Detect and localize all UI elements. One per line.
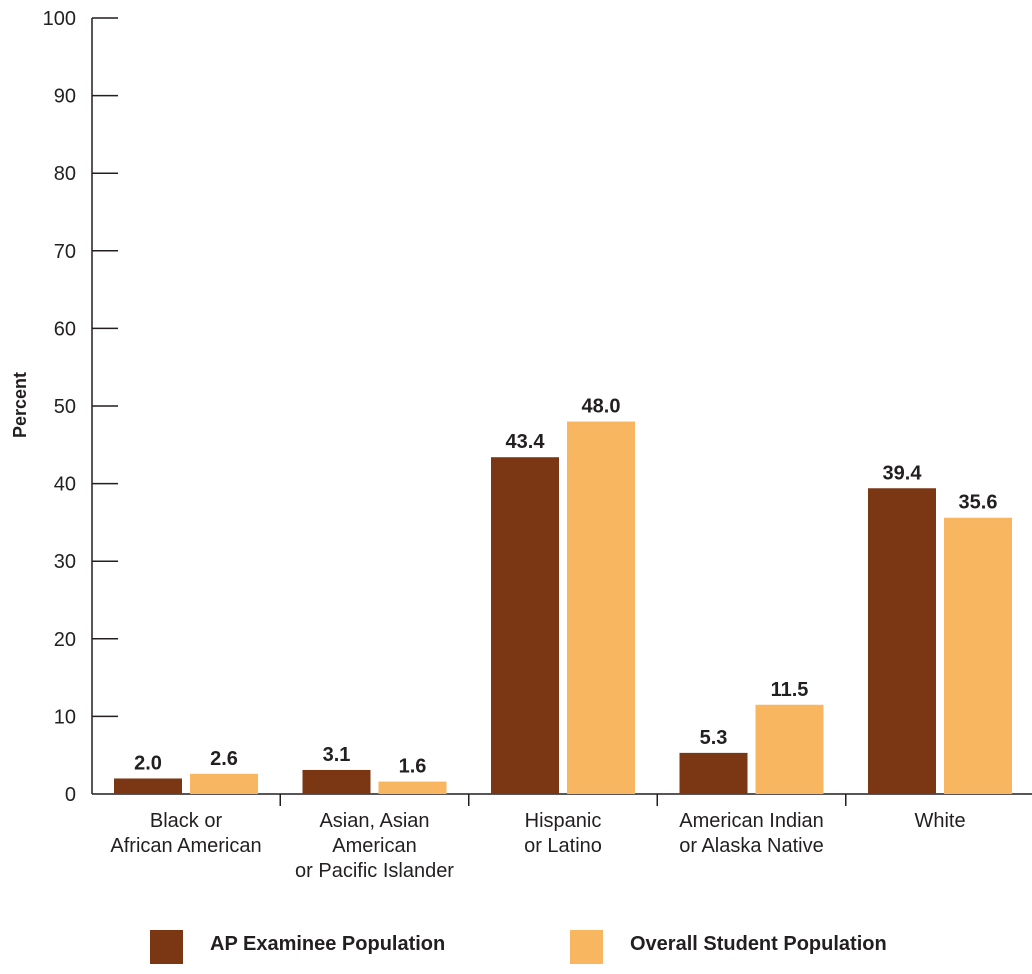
bar xyxy=(679,752,748,794)
category-label: African American xyxy=(110,835,261,857)
y-tick-label: 90 xyxy=(54,86,76,108)
value-labels: 2.0 2.6 3.1 1.6 43.4 48.0 5.3 11.5 39.4 35.6 xyxy=(134,396,997,778)
bar xyxy=(567,421,635,794)
bar xyxy=(491,457,559,794)
y-tick-label: 60 xyxy=(54,318,76,340)
y-tick-label: 80 xyxy=(54,163,76,185)
category-label: or Latino xyxy=(524,835,602,857)
bar-value-label: 35.6 xyxy=(959,492,998,514)
bar xyxy=(378,781,447,794)
bar-value-label: 3.1 xyxy=(323,744,351,766)
legend-label: AP Examinee Population xyxy=(210,933,445,955)
bar-value-label: 1.6 xyxy=(399,756,427,778)
bar xyxy=(868,488,936,794)
legend-swatch xyxy=(570,930,603,964)
category-label: American xyxy=(332,835,416,857)
bar xyxy=(190,773,258,794)
category-ticks xyxy=(279,794,847,806)
bar-value-label: 11.5 xyxy=(771,679,809,701)
y-axis-ticks: 0 10 20 30 40 50 60 70 80 90 100 xyxy=(43,8,118,806)
bar xyxy=(944,517,1012,794)
category-label: or Alaska Native xyxy=(679,835,824,857)
y-axis-label: Percent xyxy=(10,372,30,438)
legend: AP Examinee Population Overall Student Po… xyxy=(150,930,887,964)
bar-value-label: 5.3 xyxy=(700,727,728,749)
bar xyxy=(302,769,371,794)
bar xyxy=(755,704,824,794)
y-tick-label: 10 xyxy=(54,706,76,728)
bar xyxy=(114,778,182,794)
y-tick-label: 70 xyxy=(54,241,76,263)
category-labels: Black or African American Asian, Asian Amer… xyxy=(110,810,965,882)
category-label: Hispanic xyxy=(525,810,602,832)
category-label: White xyxy=(914,810,965,832)
category-label: American Indian xyxy=(679,810,824,832)
bars xyxy=(114,421,1012,794)
category-label: Black or xyxy=(150,810,223,832)
category-label: Asian, Asian xyxy=(319,810,429,832)
y-tick-label: 100 xyxy=(43,8,76,30)
category-label: or Pacific Islander xyxy=(295,860,454,882)
y-tick-label: 50 xyxy=(54,396,76,418)
bar-value-label: 43.4 xyxy=(506,431,546,453)
bar-value-label: 2.6 xyxy=(210,748,238,770)
bar-value-label: 2.0 xyxy=(134,752,162,774)
y-tick-label: 30 xyxy=(54,551,76,573)
bar-value-label: 48.0 xyxy=(582,396,621,418)
legend-swatch xyxy=(150,930,183,964)
legend-label: Overall Student Population xyxy=(630,933,887,955)
bar-value-label: 39.4 xyxy=(883,462,923,484)
y-tick-label: 0 xyxy=(65,784,76,806)
y-tick-label: 40 xyxy=(54,474,76,496)
y-tick-label: 20 xyxy=(54,629,76,651)
